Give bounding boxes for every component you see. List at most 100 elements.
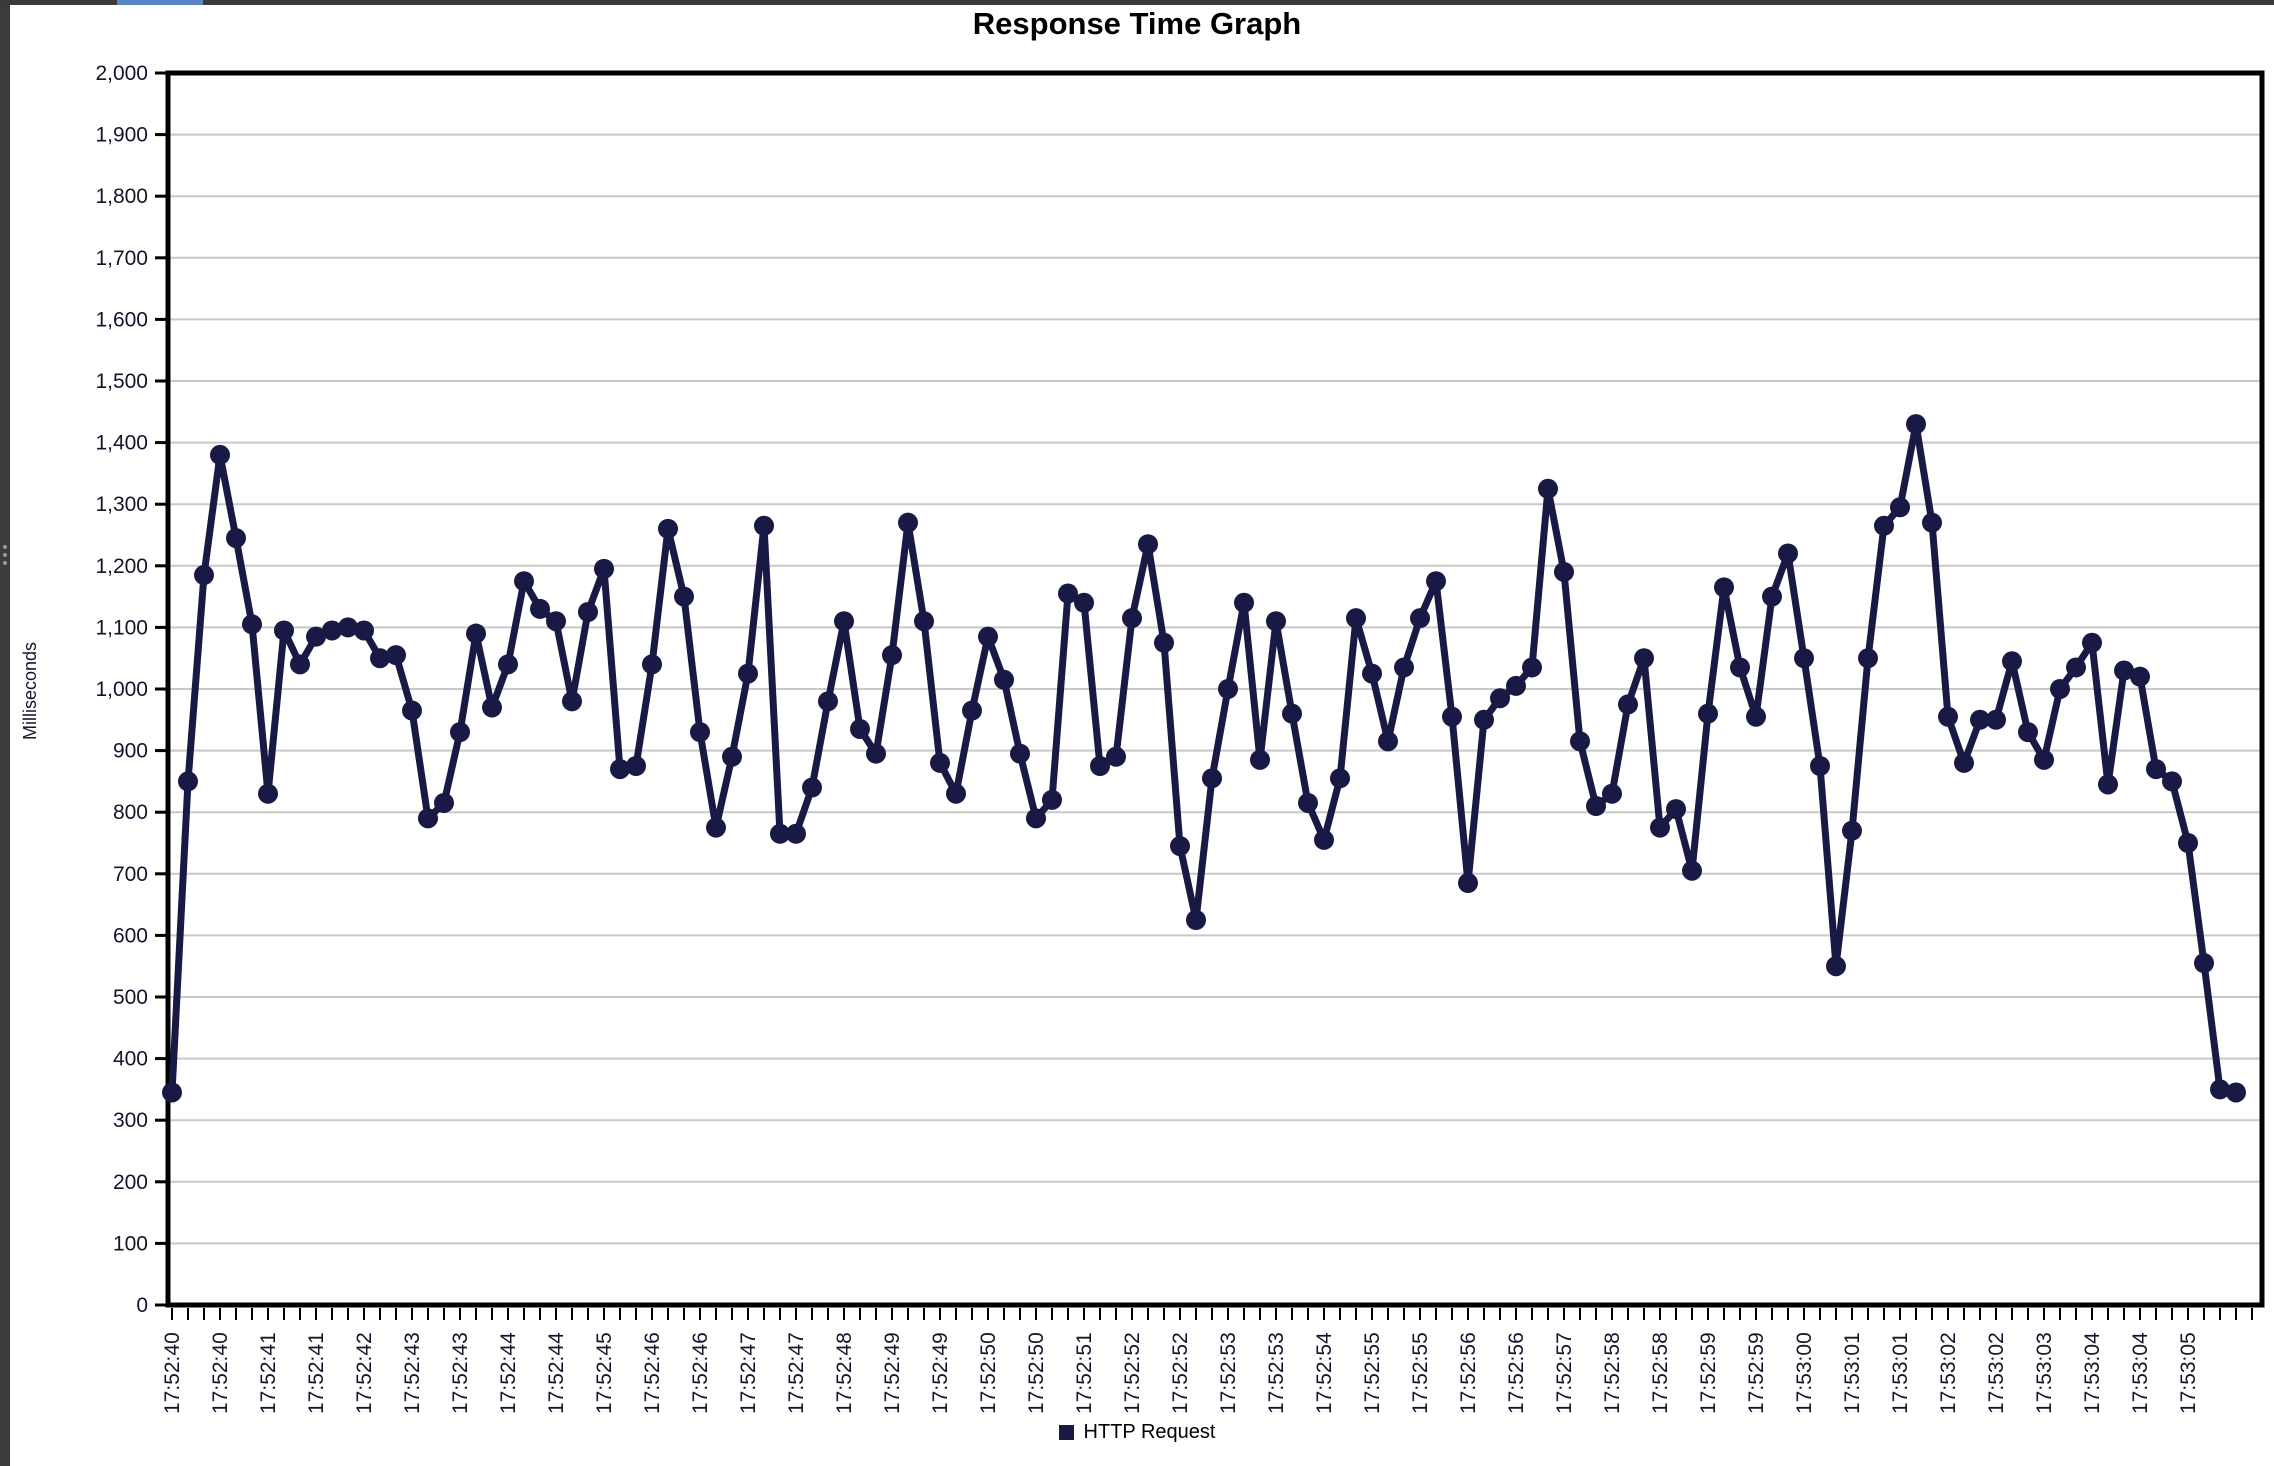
data-point	[1586, 796, 1606, 817]
x-tick-label: 17:52:44	[497, 1332, 520, 1414]
data-point	[1250, 749, 1270, 770]
data-point	[1058, 583, 1078, 604]
data-point	[866, 743, 886, 764]
data-point	[2082, 632, 2102, 653]
data-point	[2050, 679, 2070, 699]
data-point	[1298, 792, 1318, 813]
x-tick-label: 17:52:44	[545, 1332, 568, 1414]
x-tick-label: 17:52:49	[881, 1332, 904, 1414]
data-point	[2034, 749, 2054, 770]
x-tick-label: 17:52:41	[305, 1332, 328, 1414]
x-tick-label: 17:53:01	[1841, 1332, 1864, 1414]
data-point	[1634, 648, 1654, 669]
data-point	[994, 669, 1014, 690]
data-point	[1810, 756, 1830, 776]
data-point	[2226, 1082, 2246, 1103]
y-tick-label: 800	[113, 801, 148, 824]
y-tick-label: 1,800	[95, 185, 148, 208]
x-tick-label: 17:52:56	[1457, 1332, 1480, 1414]
x-tick-label: 17:52:53	[1265, 1332, 1288, 1414]
data-point	[642, 654, 662, 675]
data-point	[450, 722, 470, 743]
data-point	[1506, 675, 1526, 696]
x-tick-label: 17:52:57	[1553, 1332, 1576, 1414]
data-point	[722, 746, 742, 767]
y-tick-label: 1,700	[95, 247, 148, 270]
page-title: Response Time Graph	[972, 6, 1302, 41]
x-tick-label: 17:52:41	[257, 1332, 280, 1414]
drag-handle[interactable]	[3, 545, 7, 569]
data-point	[754, 515, 774, 536]
data-point	[178, 771, 198, 792]
data-point	[1346, 608, 1366, 629]
y-tick-label: 1,500	[95, 370, 148, 393]
data-point	[274, 620, 294, 641]
data-point	[1650, 817, 1670, 838]
data-point	[914, 611, 934, 632]
data-point	[1234, 592, 1254, 613]
data-point	[1666, 799, 1686, 820]
x-tick-label: 17:52:56	[1505, 1332, 1528, 1414]
data-point	[1538, 478, 1558, 499]
data-point	[1746, 706, 1766, 727]
y-tick-label: 500	[113, 986, 148, 1009]
x-tick-label: 17:52:40	[209, 1332, 232, 1414]
data-point	[338, 617, 358, 638]
data-point	[786, 823, 806, 844]
x-tick-label: 17:53:02	[1985, 1332, 2008, 1414]
x-tick-label: 17:52:50	[977, 1332, 1000, 1414]
data-point	[1970, 709, 1990, 730]
legend-label: HTTP Request	[1083, 1421, 1216, 1443]
x-tick-label: 17:52:46	[641, 1332, 664, 1414]
data-point	[1698, 703, 1718, 724]
data-point	[482, 697, 502, 718]
data-point	[818, 691, 838, 712]
x-tick-label: 17:52:55	[1361, 1332, 1384, 1414]
y-tick-label: 2,000	[95, 62, 148, 85]
data-point	[1026, 808, 1046, 829]
data-point	[418, 808, 438, 829]
y-tick-label: 1,300	[95, 493, 148, 516]
data-point	[194, 565, 214, 586]
data-point	[258, 783, 278, 804]
data-point	[1122, 608, 1142, 629]
data-point	[1378, 731, 1398, 752]
data-point	[2066, 657, 2086, 678]
data-point	[434, 792, 454, 813]
data-point	[2194, 953, 2214, 974]
y-tick-label: 900	[113, 740, 148, 763]
data-point	[1602, 783, 1622, 804]
x-tick-label: 17:53:03	[2033, 1332, 2056, 1414]
data-point	[2146, 759, 2166, 780]
y-tick-label: 400	[113, 1048, 148, 1071]
data-point	[1314, 829, 1334, 850]
data-point	[210, 444, 230, 465]
x-tick-label: 17:53:01	[1889, 1332, 1912, 1414]
data-point	[690, 722, 710, 743]
y-tick-label: 1,100	[95, 616, 148, 639]
data-point	[1986, 709, 2006, 730]
data-point	[1426, 571, 1446, 592]
data-point	[1170, 836, 1190, 857]
x-tick-label: 17:52:42	[353, 1332, 376, 1414]
data-point	[2114, 660, 2134, 681]
x-tick-label: 17:52:43	[449, 1332, 472, 1414]
x-tick-label: 17:53:02	[1937, 1332, 1960, 1414]
data-point	[466, 623, 486, 644]
data-point	[226, 528, 246, 549]
active-tab-indicator[interactable]	[117, 0, 203, 5]
data-point	[386, 645, 406, 666]
x-tick-label: 17:52:51	[1073, 1332, 1096, 1414]
data-point	[242, 614, 262, 635]
x-tick-label: 17:52:58	[1649, 1332, 1672, 1414]
data-point	[498, 654, 518, 675]
data-point	[1906, 414, 1926, 435]
data-point	[706, 817, 726, 838]
x-tick-label: 17:52:52	[1121, 1332, 1144, 1414]
y-tick-label: 1,200	[95, 555, 148, 578]
data-point	[1730, 657, 1750, 678]
data-point	[162, 1082, 182, 1103]
x-tick-label: 17:53:05	[2177, 1332, 2200, 1414]
data-point	[1842, 820, 1862, 841]
x-tick-label: 17:52:59	[1697, 1332, 1720, 1414]
